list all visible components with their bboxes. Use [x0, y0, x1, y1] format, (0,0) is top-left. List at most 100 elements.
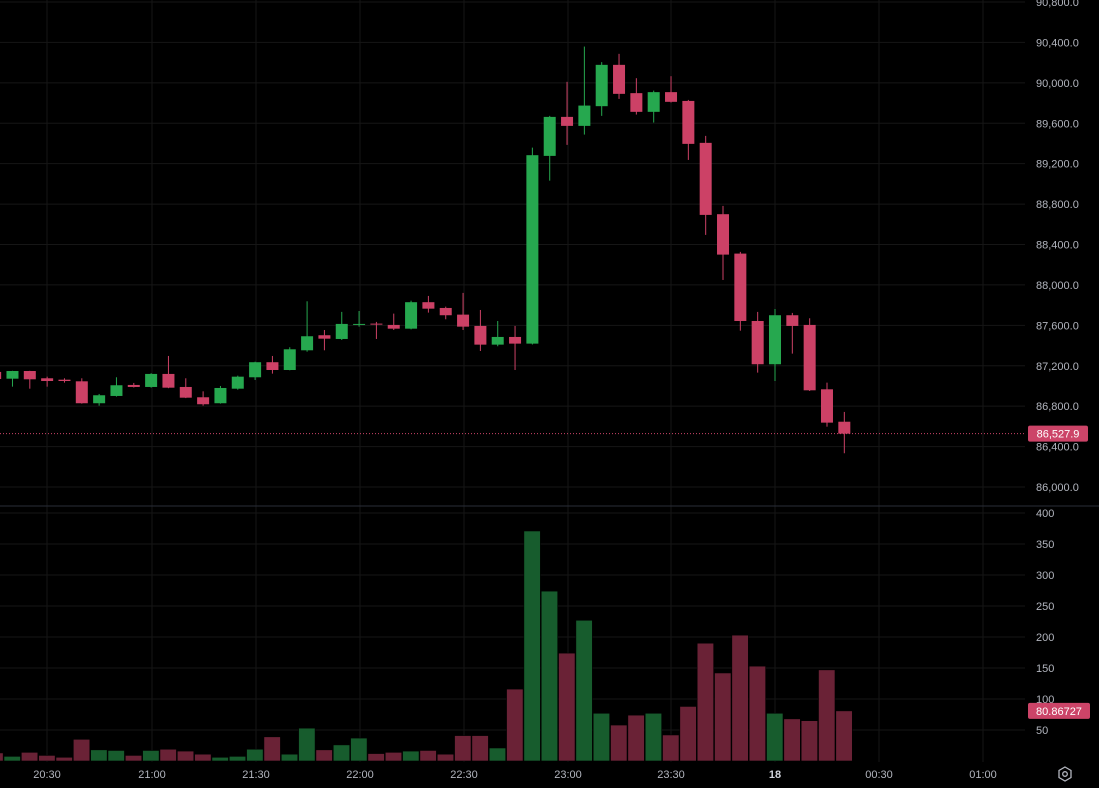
candle-body [23, 371, 36, 380]
last-volume-label: 80.86727 [1036, 706, 1082, 718]
price-axis-label: 86,000.0 [1036, 482, 1079, 494]
candle-body [6, 371, 19, 379]
volume-bar [0, 752, 4, 762]
price-axis-label: 88,800.0 [1036, 199, 1079, 211]
time-axis-label: 18 [769, 769, 781, 781]
time-axis-label: 23:00 [554, 769, 582, 781]
gear-icon [1058, 766, 1072, 782]
volume-bar [610, 724, 628, 762]
price-axis-label: 87,600.0 [1036, 320, 1079, 332]
price-axis-label: 86,800.0 [1036, 401, 1079, 413]
candle-body [110, 385, 123, 396]
volume-bar [228, 756, 247, 762]
candle-body [179, 386, 192, 398]
candle-body [422, 302, 435, 309]
candle-body [786, 315, 799, 326]
candle-body [630, 93, 643, 112]
candle-body [75, 381, 88, 404]
candle-body [734, 253, 747, 321]
time-axis-label: 23:30 [657, 769, 685, 781]
time-axis-label: 21:00 [138, 769, 166, 781]
candle-body [613, 64, 626, 94]
volume-bar [575, 619, 593, 762]
volume-bar [142, 750, 160, 762]
volume-axis-label: 300 [1036, 570, 1054, 582]
candle-body [370, 323, 383, 325]
volume-bar [367, 753, 385, 762]
candle-body [58, 379, 71, 382]
candle-body [647, 92, 660, 112]
volume-bar [783, 718, 801, 762]
volume-bar [21, 752, 39, 762]
candle-body [838, 421, 851, 434]
volume-bar [592, 712, 611, 762]
candle-body [0, 371, 2, 379]
candle-body [405, 302, 418, 329]
volume-bar [3, 756, 21, 762]
volume-bar [800, 720, 818, 762]
volume-bar [38, 755, 56, 762]
candle-body [318, 335, 331, 339]
candle-body [439, 307, 452, 316]
volume-bar [540, 590, 559, 762]
candle-body [41, 378, 54, 382]
volume-bar [194, 753, 212, 762]
price-axis-label: 90,400.0 [1036, 37, 1079, 49]
volume-axis-label: 200 [1036, 632, 1054, 644]
volume-bar [558, 652, 576, 762]
candle-body [266, 362, 279, 370]
volume-bar [436, 753, 455, 762]
volume-bar [246, 748, 264, 762]
volume-bar [73, 738, 91, 762]
candle-body [127, 384, 140, 387]
volume-bar [211, 756, 229, 762]
volume-bar [506, 688, 524, 762]
candle-body [474, 325, 487, 345]
volume-bar [766, 712, 784, 762]
volume-bar [298, 727, 316, 762]
candle-body [301, 336, 314, 351]
time-axis-label: 01:00 [969, 769, 997, 781]
candle-body [543, 116, 556, 156]
chart-settings-button[interactable] [1056, 765, 1074, 783]
volume-bar [471, 735, 489, 762]
volume-bar [55, 756, 73, 762]
volume-bar [644, 712, 662, 762]
time-axis-label: 20:30 [33, 769, 61, 781]
volume-axis-label: 150 [1036, 663, 1054, 675]
candle-body [595, 64, 608, 107]
volume-bar [176, 750, 195, 762]
candle-body [682, 100, 695, 144]
volume-bar [280, 753, 299, 762]
candle-body [578, 105, 591, 126]
volume-axis-label: 400 [1036, 508, 1054, 520]
volume-bar [662, 734, 680, 762]
candle-body [509, 336, 522, 344]
volume-bar [818, 669, 836, 762]
candle-body [769, 315, 781, 365]
volume-bar [714, 672, 732, 762]
volume-bar [627, 714, 645, 762]
price-axis-label: 88,000.0 [1036, 280, 1079, 292]
volume-bar [731, 634, 749, 762]
volume-bar [696, 642, 714, 762]
volume-bar [419, 750, 437, 762]
time-axis-label: 00:30 [865, 769, 893, 781]
volume-bar [159, 748, 177, 762]
last-price-tag [1028, 425, 1088, 442]
volume-bar [90, 749, 108, 762]
candle-body [335, 323, 348, 339]
candle-body [820, 389, 833, 423]
price-axis-label: 90,800.0 [1036, 0, 1079, 9]
volume-bar [835, 710, 853, 762]
candle-body [93, 395, 106, 404]
time-axis-label: 22:00 [346, 769, 374, 781]
price-axis-label: 86,400.0 [1036, 442, 1079, 454]
volume-bar [124, 755, 143, 762]
candle-body [231, 376, 244, 389]
volume-bar [384, 752, 403, 762]
volume-bar [263, 736, 281, 762]
volume-axis-label: 50 [1036, 725, 1048, 737]
volume-bar [454, 735, 472, 762]
